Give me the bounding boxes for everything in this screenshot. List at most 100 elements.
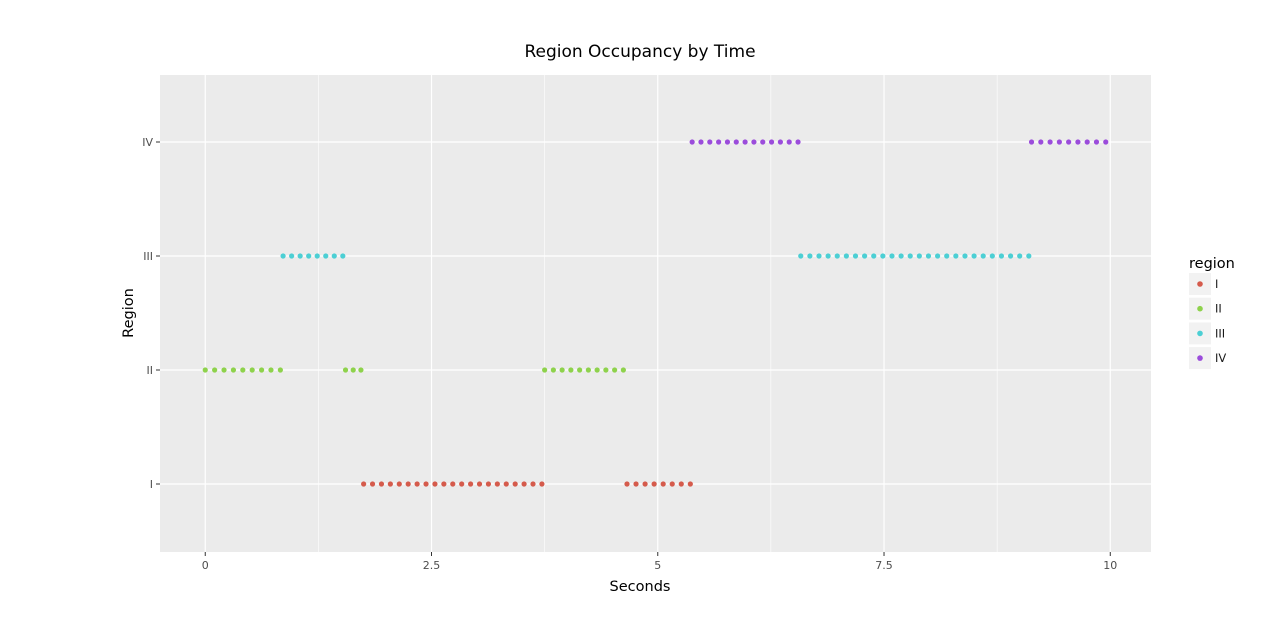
data-point-iii (971, 253, 977, 259)
data-point-ii (358, 367, 364, 373)
data-point-ii (277, 367, 283, 373)
data-point-iii (798, 253, 804, 259)
data-point-ii (568, 367, 574, 373)
data-point-ii (350, 367, 356, 373)
data-point-i (669, 481, 675, 487)
legend-label-iv: IV (1215, 351, 1226, 365)
data-point-iii (962, 253, 968, 259)
data-point-i (678, 481, 684, 487)
data-point-iii (834, 253, 840, 259)
legend-label-iii: III (1215, 326, 1225, 340)
data-point-iv (1103, 139, 1109, 145)
x-tick-label: 10 (1103, 559, 1117, 572)
data-point-ii (249, 367, 255, 373)
data-point-iii (323, 253, 329, 259)
data-point-ii (240, 367, 246, 373)
data-point-iv (751, 139, 757, 145)
data-point-i (414, 481, 420, 487)
data-point-ii (230, 367, 237, 373)
data-point-ii (620, 367, 626, 373)
data-point-i (503, 481, 509, 487)
data-point-i (660, 481, 666, 487)
data-point-i (476, 481, 483, 487)
data-point-iii (998, 253, 1005, 259)
data-point-iii (980, 253, 986, 259)
data-point-ii (212, 367, 218, 373)
data-point-i (494, 481, 500, 487)
data-point-i (651, 481, 657, 487)
y-tick-label: III (143, 250, 153, 263)
legend-label-i: I (1215, 277, 1218, 291)
data-point-ii (559, 367, 565, 373)
data-point-i (633, 481, 639, 487)
data-point-iv (1066, 139, 1072, 145)
data-point-iv (724, 139, 731, 145)
data-point-ii (542, 367, 548, 373)
data-point-iv (1084, 139, 1090, 145)
data-point-iv (777, 139, 783, 145)
data-point-iv (1028, 139, 1035, 145)
data-point-ii (594, 367, 600, 373)
x-tick-label: 0 (202, 559, 209, 572)
y-tick-label: I (150, 478, 153, 491)
data-point-iv (707, 139, 713, 145)
data-point-iv (689, 139, 695, 145)
data-point-i (396, 481, 402, 487)
data-point-iii (816, 253, 822, 259)
data-point-i (361, 481, 367, 487)
data-point-i (512, 481, 518, 487)
data-point-iii (935, 253, 941, 259)
data-point-iv (716, 139, 722, 145)
data-point-i (432, 481, 438, 487)
data-point-i (468, 481, 474, 487)
data-point-iii (916, 253, 922, 259)
y-tick-label: IV (142, 136, 153, 149)
data-point-i (441, 481, 447, 487)
data-point-iii (880, 253, 886, 259)
data-point-ii (202, 367, 208, 373)
x-tick-label: 5 (654, 559, 661, 572)
data-point-i (485, 481, 492, 487)
data-point-ii (550, 367, 556, 373)
data-point-i (369, 481, 376, 487)
x-axis-title: Seconds (610, 579, 671, 595)
data-point-iii (852, 253, 859, 259)
data-point-iii (289, 253, 295, 259)
data-point-i (624, 481, 630, 487)
data-point-i (450, 481, 456, 487)
data-point-iv (1056, 139, 1062, 145)
data-point-ii (268, 367, 274, 373)
data-point-i (423, 481, 429, 487)
data-point-iii (1007, 253, 1014, 259)
legend-key-iii (1197, 330, 1203, 337)
data-point-iii (1026, 253, 1032, 259)
data-point-iv (698, 139, 704, 145)
data-point-ii (585, 367, 591, 373)
data-point-iii (306, 253, 312, 259)
data-point-iii (889, 253, 895, 259)
data-point-iii (331, 253, 337, 259)
data-point-iii (825, 253, 831, 259)
legend-key-iv (1197, 355, 1203, 361)
data-points (202, 139, 1109, 487)
data-point-iii (944, 253, 950, 259)
data-point-iv (786, 139, 792, 145)
data-point-ii (342, 367, 349, 373)
data-point-iv (1038, 139, 1044, 145)
data-point-iii (925, 253, 932, 259)
legend-key-ii (1197, 305, 1203, 312)
chart-title: Region Occupancy by Time (524, 42, 755, 62)
data-point-iv (1093, 139, 1100, 145)
data-point-iii (862, 253, 868, 259)
data-point-ii (577, 367, 583, 373)
data-point-i (521, 481, 527, 487)
data-point-i (378, 481, 385, 487)
legend-key-i (1197, 281, 1203, 287)
data-point-i (459, 481, 465, 487)
data-point-iv (760, 139, 766, 145)
data-point-iii (340, 253, 346, 259)
data-point-i (539, 481, 545, 487)
